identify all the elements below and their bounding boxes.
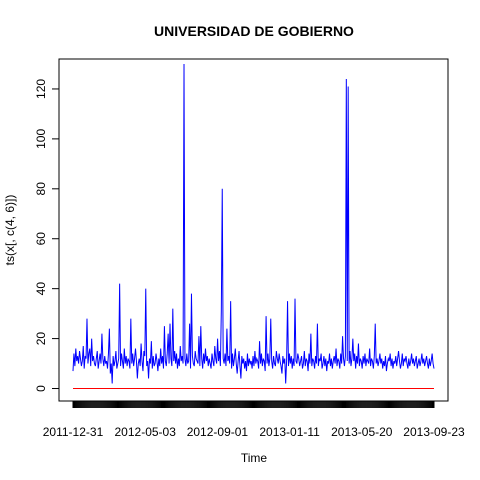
y-tick-label: 0: [34, 385, 48, 392]
x-tick-label: 2012-05-03: [115, 425, 177, 439]
series-line-1: [72, 63, 435, 384]
series-layer: [72, 63, 435, 390]
y-tick-label: 80: [34, 182, 48, 196]
y-tick-label: 120: [34, 79, 48, 99]
y-axis-title: ts(x[, c(4, 6)]): [3, 195, 17, 266]
chart-title: UNIVERSIDAD DE GOBIERNO: [154, 23, 354, 39]
x-tick-label: 2013-09-23: [403, 425, 465, 439]
plot-frame: [58, 58, 449, 402]
y-axis: 0 20 40 60 80 100 120: [34, 79, 60, 392]
x-axis: 2011-12-31 2012-05-03 2012-09-01 2013-01-11…: [43, 400, 465, 439]
y-tick-label: 40: [34, 282, 48, 296]
x-tick-label: 2011-12-31: [43, 425, 104, 439]
y-tick-label: 100: [34, 129, 48, 149]
x-tick-label: 2012-09-01: [187, 425, 249, 439]
x-tick-label: 2013-05-20: [331, 425, 393, 439]
y-tick-label: 60: [34, 232, 48, 246]
y-tick-label: 20: [34, 332, 48, 346]
x-tick-label: 2013-01-11: [259, 425, 320, 439]
x-axis-title: Time: [241, 451, 268, 465]
